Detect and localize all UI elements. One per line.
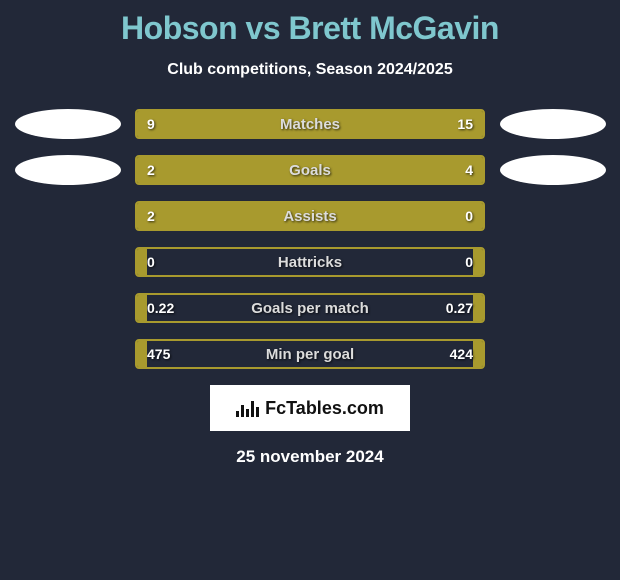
branding-badge: FcTables.com <box>210 385 410 431</box>
stat-row: Min per goal475 424 <box>0 339 620 369</box>
stat-bar-track: Assists20 <box>135 201 485 231</box>
right-side-slot <box>485 155 620 185</box>
left-side-slot <box>0 155 135 185</box>
stat-value-right: 0.27 <box>446 295 473 321</box>
comparison-chart: Matches915 Goals24 Assists20 Hattricks00 Goa… <box>0 109 620 369</box>
stat-row: Assists20 <box>0 201 620 231</box>
brand-icon-bar <box>246 409 249 417</box>
stat-bar-track: Goals per match0.22 0.27 <box>135 293 485 323</box>
stat-bar-fill-right <box>473 341 483 367</box>
player-right-ellipse <box>500 155 606 185</box>
stat-row: Goals24 <box>0 155 620 185</box>
stat-row: Hattricks00 <box>0 247 620 277</box>
stat-label: Min per goal <box>137 341 483 367</box>
chart-bars-icon <box>236 399 259 417</box>
stat-bar-fill-left <box>137 341 147 367</box>
stat-value-left: 0 <box>147 249 155 275</box>
stat-bar-fill-right <box>473 249 483 275</box>
player-right-ellipse <box>500 109 606 139</box>
stat-value-right: 424 <box>450 341 473 367</box>
stat-bar-track: Hattricks00 <box>135 247 485 277</box>
stat-row: Matches915 <box>0 109 620 139</box>
subtitle: Club competitions, Season 2024/2025 <box>0 61 620 79</box>
player-left-ellipse <box>15 109 121 139</box>
stat-value-left: 0.22 <box>147 295 174 321</box>
stat-bar-fill-right <box>267 111 483 137</box>
left-side-slot <box>0 109 135 139</box>
right-side-slot <box>485 109 620 139</box>
stat-bar-fill-left <box>137 203 400 229</box>
date-label: 25 november 2024 <box>0 447 620 467</box>
stat-bar-track: Matches915 <box>135 109 485 139</box>
stat-label: Hattricks <box>137 249 483 275</box>
stat-bar-fill-left <box>137 249 147 275</box>
brand-icon-bar <box>256 407 259 417</box>
stat-bar-fill-right <box>252 157 483 183</box>
page-title: Hobson vs Brett McGavin <box>0 0 620 47</box>
stat-value-left: 475 <box>147 341 170 367</box>
stat-bar-fill-left <box>137 157 252 183</box>
stat-bar-fill-right <box>400 203 483 229</box>
stat-bar-track: Goals24 <box>135 155 485 185</box>
stat-label: Goals per match <box>137 295 483 321</box>
player-left-ellipse <box>15 155 121 185</box>
stat-row: Goals per match0.22 0.27 <box>0 293 620 323</box>
stat-bar-track: Min per goal475 424 <box>135 339 485 369</box>
stat-bar-fill-right <box>473 295 483 321</box>
brand-icon-bar <box>251 401 254 417</box>
stat-bar-fill-left <box>137 111 267 137</box>
brand-icon-bar <box>241 405 244 417</box>
brand-icon-bar <box>236 411 239 417</box>
branding-text: FcTables.com <box>265 398 384 419</box>
stat-bar-fill-left <box>137 295 147 321</box>
